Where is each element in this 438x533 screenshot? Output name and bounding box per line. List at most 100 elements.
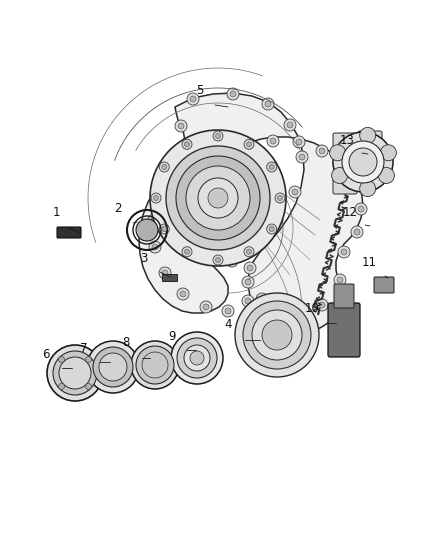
Circle shape: [274, 217, 280, 223]
Circle shape: [293, 136, 305, 148]
Circle shape: [215, 257, 220, 262]
Circle shape: [292, 189, 298, 195]
Circle shape: [243, 301, 311, 369]
Circle shape: [250, 235, 262, 247]
Circle shape: [136, 346, 174, 384]
Circle shape: [159, 224, 170, 234]
Circle shape: [212, 239, 218, 245]
Circle shape: [215, 133, 220, 139]
Circle shape: [182, 139, 192, 149]
Text: 10: 10: [304, 303, 319, 316]
Circle shape: [265, 101, 271, 107]
Circle shape: [351, 226, 363, 238]
Circle shape: [206, 184, 212, 190]
Circle shape: [355, 203, 367, 215]
FancyBboxPatch shape: [328, 303, 360, 357]
Circle shape: [267, 135, 279, 147]
Circle shape: [184, 345, 210, 371]
Circle shape: [378, 167, 394, 183]
Circle shape: [151, 193, 161, 203]
Circle shape: [59, 357, 64, 362]
Circle shape: [244, 139, 254, 149]
FancyBboxPatch shape: [334, 284, 354, 308]
Circle shape: [208, 188, 228, 208]
Circle shape: [330, 145, 346, 161]
Circle shape: [358, 206, 364, 212]
Circle shape: [178, 123, 184, 129]
Circle shape: [180, 291, 186, 297]
Circle shape: [319, 148, 325, 154]
Circle shape: [269, 165, 274, 169]
Circle shape: [190, 351, 204, 365]
Circle shape: [247, 142, 251, 147]
Circle shape: [59, 357, 91, 389]
Circle shape: [148, 214, 160, 226]
Circle shape: [209, 236, 221, 248]
Text: 7: 7: [80, 342, 88, 354]
Circle shape: [235, 293, 319, 377]
Circle shape: [229, 258, 235, 264]
Circle shape: [177, 288, 189, 300]
Circle shape: [131, 341, 179, 389]
Circle shape: [201, 208, 213, 220]
Text: 1: 1: [52, 206, 60, 220]
FancyBboxPatch shape: [374, 277, 394, 293]
Circle shape: [380, 145, 396, 161]
FancyBboxPatch shape: [333, 133, 355, 151]
Circle shape: [87, 341, 139, 393]
Circle shape: [341, 249, 347, 255]
Circle shape: [242, 276, 254, 288]
Text: 2: 2: [114, 201, 122, 214]
Circle shape: [338, 246, 350, 258]
Circle shape: [136, 219, 158, 241]
Circle shape: [213, 131, 223, 141]
Circle shape: [93, 347, 133, 387]
Circle shape: [242, 295, 254, 307]
Circle shape: [275, 193, 285, 203]
Circle shape: [253, 238, 259, 244]
Circle shape: [289, 310, 295, 316]
Circle shape: [184, 142, 190, 147]
Circle shape: [278, 196, 283, 200]
Circle shape: [334, 274, 346, 286]
Circle shape: [166, 146, 270, 250]
Circle shape: [213, 255, 223, 265]
Circle shape: [296, 151, 308, 163]
Circle shape: [176, 156, 260, 240]
Circle shape: [271, 214, 283, 226]
Circle shape: [339, 164, 345, 170]
FancyBboxPatch shape: [358, 131, 382, 147]
Circle shape: [269, 227, 274, 231]
Text: 12: 12: [343, 206, 357, 219]
FancyBboxPatch shape: [57, 227, 81, 238]
Circle shape: [289, 186, 301, 198]
Circle shape: [262, 98, 274, 110]
Circle shape: [177, 338, 217, 378]
Circle shape: [171, 332, 223, 384]
Circle shape: [204, 211, 210, 217]
Circle shape: [85, 357, 92, 362]
Text: 4: 4: [224, 319, 232, 332]
Text: 9: 9: [168, 329, 176, 343]
Circle shape: [354, 229, 360, 235]
Circle shape: [187, 93, 199, 105]
Circle shape: [349, 180, 361, 192]
Circle shape: [170, 167, 182, 179]
Circle shape: [242, 142, 254, 154]
Circle shape: [296, 139, 302, 145]
Circle shape: [178, 146, 190, 158]
Circle shape: [316, 145, 328, 157]
Text: 5: 5: [196, 84, 204, 96]
Circle shape: [175, 120, 187, 132]
Circle shape: [270, 138, 276, 144]
Circle shape: [99, 353, 127, 381]
Circle shape: [259, 296, 265, 302]
Circle shape: [159, 162, 170, 172]
Circle shape: [360, 181, 376, 197]
Circle shape: [149, 241, 161, 253]
Circle shape: [284, 119, 296, 131]
Circle shape: [226, 255, 238, 267]
Circle shape: [352, 183, 358, 189]
Circle shape: [152, 244, 158, 250]
Circle shape: [245, 145, 251, 151]
